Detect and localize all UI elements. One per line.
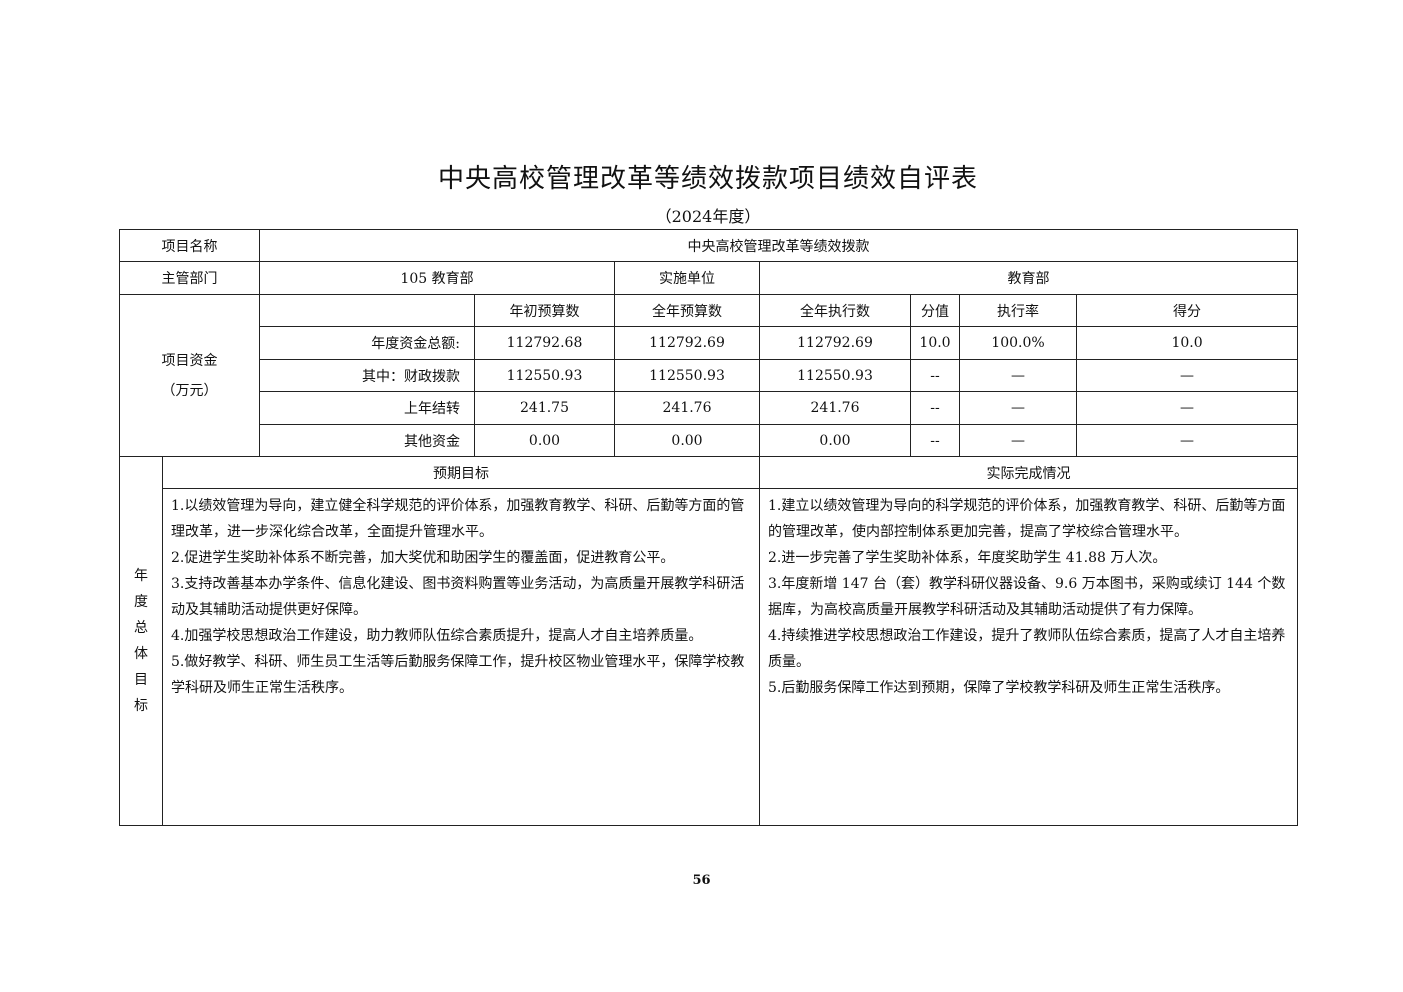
performance-table: 项目名称 中央高校管理改革等绩效拨款 主管部门 105 教育部 实施单位 教育部… [119, 229, 1299, 826]
result-item: 5.后勤服务保障工作达到预期，保障了学校教学科研及师生正常生活秩序。 [768, 680, 1230, 696]
goal-item: 2.促进学生奖助补体系不断完善，加大奖优和助困学生的覆盖面，促进教育公平。 [171, 550, 675, 566]
cell: -- [910, 424, 960, 457]
col-header: 执行率 [959, 294, 1077, 327]
result-item: 2.进一步完善了学生奖助补体系，年度奖助学生 41.88 万人次。 [768, 550, 1167, 566]
row-label: 其中：财政拨款 [259, 359, 475, 392]
project-name-value: 中央高校管理改革等绩效拨款 [258, 229, 1299, 262]
funds-label: 项目资金 （万元） [119, 294, 260, 457]
cell: 241.75 [474, 391, 615, 425]
col-header: 年初预算数 [474, 294, 615, 327]
cell: 112550.93 [614, 359, 760, 392]
cell: 241.76 [614, 391, 760, 425]
label-char: 年 [134, 568, 148, 584]
actual-results: 1.建立以绩效管理为导向的科学规范的评价体系，加强教育教学、科研、后勤等方面的管… [758, 488, 1299, 826]
cell: 112792.69 [614, 326, 760, 360]
result-item: 4.持续推进学校思想政治工作建设，提升了教师队伍综合素质，提高了人才自主培养质量… [768, 628, 1286, 670]
cell: 112792.68 [474, 326, 615, 360]
cell: 241.76 [759, 391, 911, 425]
dept-label: 主管部门 [119, 261, 260, 295]
goals-content-row: 1.以绩效管理为导向，建立健全科学规范的评价体系，加强教育教学、科研、后勤等方面… [120, 488, 1299, 826]
cell: — [959, 424, 1077, 457]
department-row: 主管部门 105 教育部 实施单位 教育部 [119, 261, 1299, 295]
document-title: 中央高校管理改革等绩效拨款项目绩效自评表 [437, 164, 978, 194]
table-row: 年度资金总额: 112792.68 112792.69 112792.69 10… [120, 326, 1299, 360]
impl-unit-label: 实施单位 [614, 261, 760, 295]
label-char: 总 [134, 620, 148, 636]
cell: -- [910, 391, 960, 425]
cell: 10.0 [910, 326, 960, 360]
row-label: 年度资金总额: [259, 326, 475, 360]
cell: — [959, 359, 1077, 392]
goal-item: 5.做好教学、科研、师生员工生活等后勤服务保障工作，提升校区物业管理水平，保障学… [171, 654, 745, 696]
table-row: 其他资金 0.00 0.00 0.00 -- — — [120, 424, 1299, 457]
table-row: 其中：财政拨款 112550.93 112550.93 112550.93 --… [120, 359, 1299, 392]
expected-goals: 1.以绩效管理为导向，建立健全科学规范的评价体系，加强教育教学、科研、后勤等方面… [162, 488, 760, 826]
project-name-row: 项目名称 中央高校管理改革等绩效拨款 [119, 229, 1299, 262]
col-header: 分值 [910, 294, 960, 327]
annual-goals-label: 年 度 总 体 目 标 [119, 456, 163, 826]
cell: — [959, 391, 1077, 425]
dept-value: 105 教育部 [259, 261, 615, 295]
funds-unit: （万元） [161, 382, 218, 399]
funds-header-row: 项目资金 （万元） 年初预算数 全年预算数 全年执行数 分值 执行率 得分 [119, 294, 1299, 457]
label-char: 体 [134, 646, 148, 662]
col-header: 全年执行数 [759, 294, 911, 327]
row-label: 其他资金 [259, 424, 475, 457]
cell: — [1075, 424, 1299, 457]
impl-unit-value: 教育部 [758, 261, 1299, 295]
result-item: 1.建立以绩效管理为导向的科学规范的评价体系，加强教育教学、科研、后勤等方面的管… [768, 498, 1286, 540]
cell: 112550.93 [759, 359, 911, 392]
cell: 112550.93 [474, 359, 615, 392]
cell: 0.00 [614, 424, 760, 457]
goal-item: 4.加强学校思想政治工作建设，助力教师队伍综合素质提升，提高人才自主培养质量。 [171, 628, 703, 644]
goals-header-row: 年 度 总 体 目 标 预期目标 实际完成情况 [119, 456, 1299, 826]
page-number: 56 [692, 873, 711, 888]
cell: 112792.69 [759, 326, 911, 360]
col-header: 全年预算数 [614, 294, 760, 327]
cell: 10.0 [1075, 326, 1299, 360]
label-char: 标 [134, 698, 148, 714]
project-name-label: 项目名称 [119, 229, 260, 262]
document-subtitle: （2024年度） [655, 207, 761, 226]
goal-item: 3.支持改善基本办学条件、信息化建设、图书资料购置等业务活动，为高质量开展教学科… [171, 576, 745, 618]
label-char: 目 [134, 672, 148, 688]
cell: — [1075, 359, 1299, 392]
result-item: 3.年度新增 147 台（套）教学科研仪器设备、9.6 万本图书，采购或续订 1… [768, 576, 1286, 618]
label-char: 度 [134, 594, 148, 610]
row-label: 上年结转 [259, 391, 475, 425]
funds-label-text: 项目资金 [161, 352, 218, 369]
actual-results-header: 实际完成情况 [758, 456, 1299, 489]
cell: 0.00 [474, 424, 615, 457]
cell: 100.0% [959, 326, 1077, 360]
col-header: 得分 [1075, 294, 1299, 327]
cell: 0.00 [759, 424, 911, 457]
blank-header [259, 294, 475, 327]
cell: -- [910, 359, 960, 392]
cell: — [1075, 391, 1299, 425]
goal-item: 1.以绩效管理为导向，建立健全科学规范的评价体系，加强教育教学、科研、后勤等方面… [171, 498, 745, 540]
table-row: 上年结转 241.75 241.76 241.76 -- — — [120, 391, 1299, 425]
expected-goals-header: 预期目标 [162, 456, 760, 489]
